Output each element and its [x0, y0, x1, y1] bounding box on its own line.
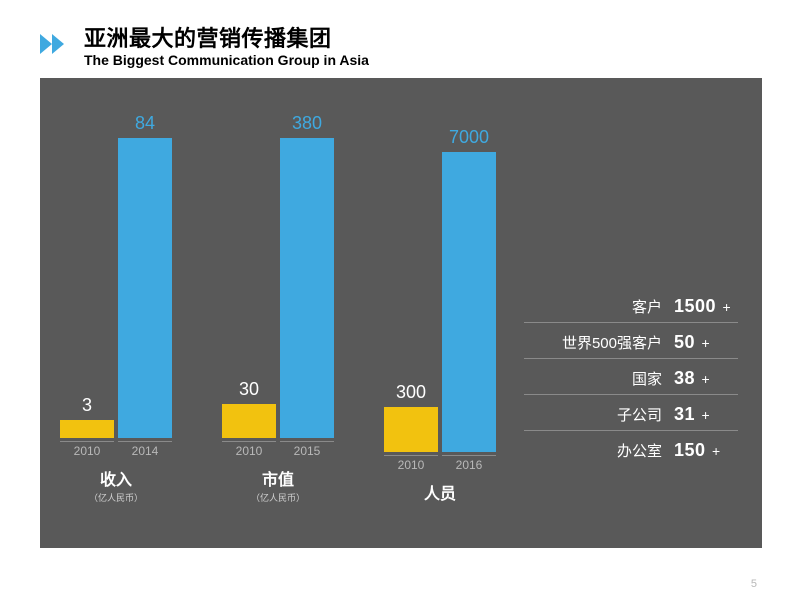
stat-value: 31 + — [674, 404, 738, 425]
group-sublabel: （亿人民币） — [251, 491, 305, 504]
bar-wrap: 7000 2016 — [442, 127, 496, 472]
bar-value: 30 — [239, 379, 259, 400]
stat-row: 子公司 31 + — [524, 395, 738, 431]
stat-value: 1500 + — [674, 296, 738, 317]
bar — [60, 420, 114, 438]
stat-label: 世界500强客户 — [562, 332, 662, 353]
bar-year: 2015 — [280, 441, 334, 458]
bar-year: 2010 — [222, 441, 276, 458]
bar-wrap: 3 2010 — [60, 395, 114, 458]
group-label: 市值 — [262, 466, 294, 490]
page-number: 5 — [751, 578, 757, 590]
chart-group: 300 2010 7000 2016 人员 — [384, 127, 496, 504]
bar-year: 2010 — [60, 441, 114, 458]
bar-pair: 300 2010 7000 2016 — [384, 127, 496, 472]
stat-value: 50 + — [674, 332, 738, 353]
bar — [280, 138, 334, 438]
bar-value: 7000 — [449, 127, 489, 148]
group-sublabel: （亿人民币） — [89, 491, 143, 504]
double-arrow-icon — [40, 34, 74, 54]
bar — [384, 407, 438, 452]
chart-panel: 32010842014收入（亿人民币）3020103802015市值（亿人民币）… — [40, 78, 762, 548]
stat-value: 150 + — [674, 440, 738, 461]
title-cn: 亚洲最大的营销传播集团 — [84, 26, 369, 51]
chart-group: 30 2010 380 2015 市值（亿人民币） — [222, 113, 334, 504]
chart-group: 3 2010 84 2014 收入（亿人民币） — [60, 113, 172, 504]
bar-chart-area: 32010842014收入（亿人民币）3020103802015市值（亿人民币）… — [40, 78, 496, 548]
bar-wrap: 300 2010 — [384, 382, 438, 472]
stat-row: 办公室 150 + — [524, 431, 738, 466]
stat-label: 国家 — [632, 368, 662, 389]
bar-value: 3 — [82, 395, 92, 416]
bar — [222, 404, 276, 438]
title-en: The Biggest Communication Group in Asia — [84, 52, 369, 68]
stat-row: 国家 38 + — [524, 359, 738, 395]
bar-wrap: 30 2010 — [222, 379, 276, 458]
stat-label: 办公室 — [617, 440, 662, 461]
bar-year: 2016 — [442, 455, 496, 472]
bar-wrap: 380 2015 — [280, 113, 334, 458]
stats-list: 客户 1500 + 世界500强客户 50 + 国家 38 + 子公司 31 + 办公室 150 … — [524, 287, 738, 466]
group-label: 人员 — [424, 480, 456, 504]
slide-header: 亚洲最大的营销传播集团 The Biggest Communication Gr… — [40, 26, 762, 68]
bar-value: 300 — [396, 382, 426, 403]
bar-year: 2010 — [384, 455, 438, 472]
bar-value: 84 — [135, 113, 155, 134]
stat-value: 38 + — [674, 368, 738, 389]
stat-row: 世界500强客户 50 + — [524, 323, 738, 359]
title-block: 亚洲最大的营销传播集团 The Biggest Communication Gr… — [84, 26, 369, 68]
bar-year: 2014 — [118, 441, 172, 458]
bar-wrap: 84 2014 — [118, 113, 172, 458]
bar — [442, 152, 496, 452]
slide: 亚洲最大的营销传播集团 The Biggest Communication Gr… — [0, 0, 802, 602]
bar-value: 380 — [292, 113, 322, 134]
bar-pair: 30 2010 380 2015 — [222, 113, 334, 458]
bar — [118, 138, 172, 438]
stat-row: 客户 1500 + — [524, 287, 738, 323]
group-label: 收入 — [100, 466, 132, 490]
bar-pair: 3 2010 84 2014 — [60, 113, 172, 458]
stat-label: 子公司 — [617, 404, 662, 425]
stat-label: 客户 — [632, 296, 662, 317]
